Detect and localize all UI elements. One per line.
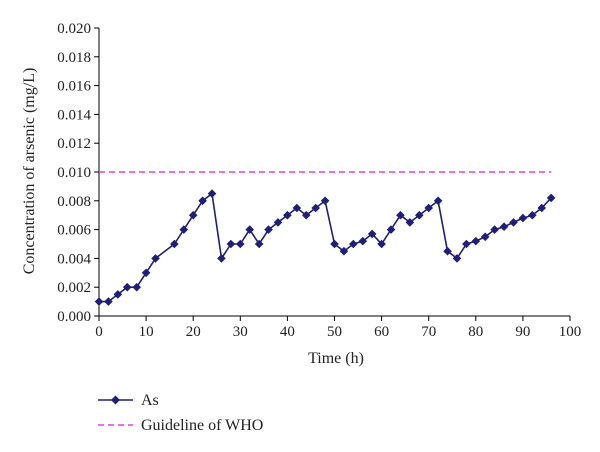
y-tick-label: 0.008 [57,194,91,210]
as-data-point [509,218,518,227]
as-data-point [433,196,443,206]
as-data-point [151,254,160,263]
x-tick-label: 0 [95,324,103,340]
legend-as-label: As [141,392,159,409]
x-tick-label: 10 [139,324,154,340]
as-data-point [226,239,236,249]
as-data-point [386,225,396,234]
as-data-point [245,225,255,234]
as-data-point [499,222,509,232]
as-data-point [330,239,339,249]
as-data-point [311,203,320,213]
as-data-point [377,239,386,249]
as-data-point [424,203,433,213]
as-data-point [141,268,151,278]
as-data-point [273,218,283,227]
x-tick-label: 20 [186,324,201,340]
legend-as-diamond-icon [111,395,120,405]
y-tick-label: 0.012 [57,136,91,152]
as-data-point [236,239,245,249]
as-data-point [490,225,499,234]
x-tick-label: 30 [233,324,248,340]
x-tick-label: 60 [374,324,389,340]
as-data-point [217,254,226,263]
as-data-point [349,239,358,249]
as-data-point [207,189,217,198]
as-data-point [471,236,481,246]
as-data-point [188,210,198,220]
as-data-point [405,218,415,227]
as-data-point [122,282,132,292]
as-data-point [113,290,123,299]
x-tick-label: 80 [468,324,483,340]
as-data-point [367,229,377,239]
as-data-point [546,193,556,203]
x-tick-label: 90 [515,324,530,340]
as-data-point [264,225,273,234]
as-data-point [320,196,330,206]
x-tick-label: 50 [327,324,342,340]
y-tick-label: 0.018 [57,50,91,66]
y-tick-label: 0.010 [57,165,91,181]
y-tick-label: 0.004 [57,251,91,267]
y-tick-label: 0.014 [57,107,91,123]
as-data-point [462,239,471,249]
as-data-point [452,254,462,263]
as-data-point [414,210,424,220]
as-data-point [518,213,528,223]
as-data-point [283,210,292,220]
as-data-point [339,246,349,256]
as-data-point [443,246,452,256]
y-tick-label: 0.016 [57,79,91,95]
as-data-point [358,236,368,246]
y-tick-label: 0.020 [57,21,91,37]
legend-item-as: As [98,392,159,409]
as-data-point [170,239,179,249]
legend: As Guideline of WHO [98,392,263,434]
legend-who-label: Guideline of WHO [141,417,263,434]
x-tick-label: 40 [280,324,295,340]
as-data-point [396,210,405,220]
x-axis-title: Time (h) [308,350,364,367]
as-data-point [301,210,311,220]
y-tick-label: 0.002 [57,280,91,296]
as-data-point [528,210,537,220]
y-tick-label: 0.006 [57,223,91,239]
as-data-point [254,239,264,249]
as-data-point [94,297,104,306]
plot-area: 0 10 20 30 40 50 60 70 80 90 100 0.000 0.002 0.004 0.0… [57,21,581,340]
legend-item-who-guideline: Guideline of WHO [98,417,263,434]
as-data-point [104,297,113,306]
x-tick-label: 100 [559,324,582,340]
as-data-point [179,225,189,234]
as-data-point [292,203,302,213]
as-data-point [132,282,141,292]
as-data-point [480,232,490,242]
as-data-point [198,196,207,206]
y-tick-label: 0.000 [57,309,91,325]
as-data-point [537,203,547,213]
x-tick-label: 70 [421,324,436,340]
y-axis-title: Concentration of arsenic (mg/L) [21,68,38,275]
